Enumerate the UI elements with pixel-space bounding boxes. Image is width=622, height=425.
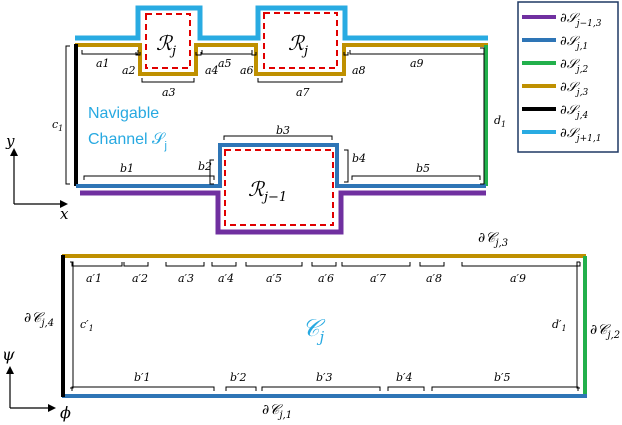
label-b-prime-2: b′2 (230, 371, 247, 384)
label-b-prime-5: b′5 (494, 371, 511, 384)
legend-label-4: ∂𝒮j,3 (560, 80, 588, 98)
top-a-brackets (81, 50, 485, 83)
label-a-prime-5: a′5 (266, 272, 282, 285)
channel-label: Channel 𝒮j (88, 131, 167, 152)
boundary-s-jplus1-1 (75, 5, 488, 41)
label-a-prime-7: a′7 (370, 272, 386, 285)
region-label-cj: 𝒞j (302, 314, 326, 346)
region-rjminus1-box (224, 149, 334, 226)
label-a5: a5 (218, 57, 232, 70)
region-label-rj-2: ℛj (288, 31, 308, 59)
axis-label-y: y (5, 132, 15, 150)
legend-label-6: ∂𝒮j+1,1 (560, 126, 601, 144)
region-rj-box-1 (145, 13, 191, 69)
region-label-rjminus1: ℛj−1 (248, 177, 287, 205)
label-b-prime-1: b′1 (134, 371, 151, 384)
bottom-a-labels: a′1 a′2 a′3 a′4 a′5 a′6 a′7 a′8 a′9 (86, 272, 526, 285)
label-a-prime-3: a′3 (178, 272, 194, 285)
label-b5: b5 (416, 162, 430, 175)
label-c-j-3: ∂𝒞j,3 (478, 230, 508, 249)
boundary-s-jminus1-3 (80, 190, 486, 235)
axis-label-phi: ϕ (60, 403, 71, 422)
top-b-labels: b1 b2 b3 b4 b5 (120, 124, 430, 175)
label-a-prime-8: a′8 (426, 272, 442, 285)
d1-bracket (480, 47, 485, 185)
label-c-prime-1: c′1 (80, 318, 94, 333)
legend-label-2: ∂𝒮j,1 (560, 34, 588, 52)
label-a8: a8 (352, 64, 366, 77)
label-b-prime-4: b′4 (396, 371, 413, 384)
label-c-j-4: ∂𝒞j,4 (24, 310, 54, 329)
psi-phi-axes: ψ ϕ (2, 345, 71, 422)
top-a-labels: a1 a2 a3 a4 a5 a6 a7 a8 a9 (96, 57, 424, 99)
label-a-prime-4: a′4 (218, 272, 234, 285)
navigable-label: Navigable (88, 105, 159, 122)
legend: ∂𝒮j−1,3 ∂𝒮j,1 ∂𝒮j,2 ∂𝒮j,3 ∂𝒮j,4 ∂𝒮j+1,1 (517, 1, 619, 153)
region-label-rj-1: ℛj (156, 31, 176, 59)
label-a4: a4 (205, 64, 219, 77)
label-a-prime-1: a′1 (86, 272, 102, 285)
label-b4: b4 (352, 152, 366, 165)
top-b-brackets (83, 135, 481, 185)
boundary-s-j-3 (75, 43, 488, 76)
label-a-prime-2: a′2 (132, 272, 148, 285)
label-a2: a2 (122, 64, 136, 77)
label-d1: d1 (494, 114, 506, 129)
boundary-s-j-1 (76, 143, 486, 188)
legend-label-5: ∂𝒮j,4 (560, 103, 588, 121)
label-b1: b1 (120, 162, 134, 175)
d-prime-bracket (576, 261, 580, 389)
c-prime-bracket (70, 261, 74, 389)
label-a-prime-6: a′6 (318, 272, 334, 285)
axis-label-x: x (60, 205, 69, 223)
bottom-b-brackets (71, 386, 579, 391)
label-a3: a3 (162, 86, 176, 99)
legend-label-1: ∂𝒮j−1,3 (560, 11, 602, 29)
label-c-j-2: ∂𝒞j,2 (590, 322, 620, 341)
label-a1: a1 (96, 57, 110, 70)
c1-bracket (65, 45, 70, 185)
legend-label-3: ∂𝒮j,2 (560, 57, 588, 75)
region-rj-box-2 (263, 12, 338, 69)
label-b2: b2 (198, 160, 212, 173)
axis-label-psi: ψ (2, 345, 15, 364)
bottom-b-labels: b′1 b′2 b′3 b′4 b′5 (134, 371, 511, 384)
label-d-prime-1: d′1 (552, 318, 567, 333)
xy-axes: y x (5, 132, 69, 223)
label-c-j-1: ∂𝒞j,1 (262, 402, 292, 421)
label-b3: b3 (276, 124, 290, 137)
label-a6: a6 (240, 64, 254, 77)
label-c1: c1 (52, 118, 63, 133)
label-b-prime-3: b′3 (316, 371, 333, 384)
bottom-a-brackets (71, 262, 581, 267)
label-a-prime-9: a′9 (510, 272, 526, 285)
label-a9: a9 (410, 57, 424, 70)
label-a7: a7 (296, 86, 310, 99)
